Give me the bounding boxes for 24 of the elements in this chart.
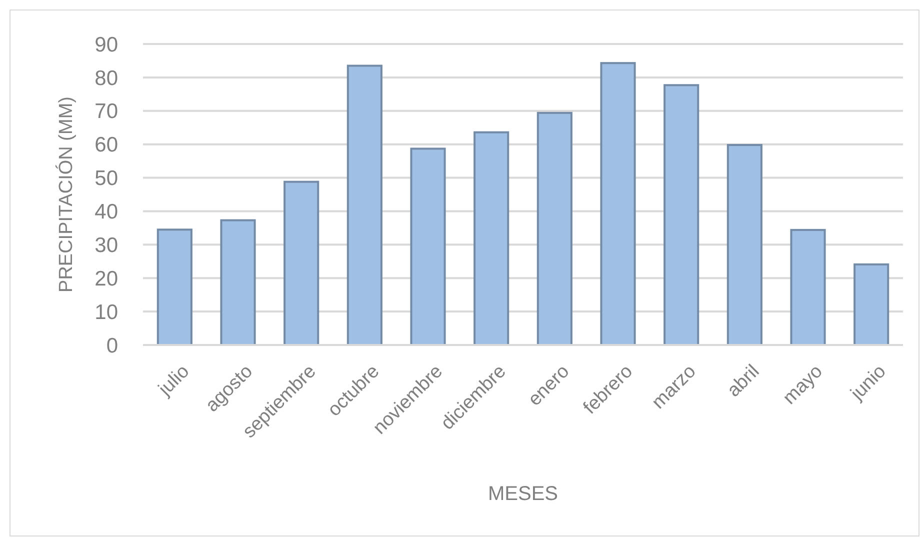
y-tick-label: 50 xyxy=(94,167,118,190)
bar xyxy=(474,131,510,346)
y-axis-title: PRECIPITACIÓN (MM) xyxy=(55,96,77,292)
bar xyxy=(284,180,320,346)
y-tick-label: 20 xyxy=(94,267,118,290)
y-tick-label: 0 xyxy=(106,334,118,358)
bar xyxy=(664,84,700,346)
bar xyxy=(220,219,256,346)
y-tick-label: 40 xyxy=(94,200,118,224)
y-tick-label: 10 xyxy=(94,300,118,324)
bar xyxy=(790,228,826,346)
bar xyxy=(346,64,382,346)
y-tick-label: 90 xyxy=(94,33,118,56)
bar xyxy=(726,144,762,346)
y-tick-label: 30 xyxy=(94,234,118,258)
y-tick-label: 80 xyxy=(94,66,118,90)
bar xyxy=(156,228,192,346)
y-tick-label: 70 xyxy=(94,100,118,124)
x-axis-title: MESES xyxy=(488,483,558,505)
bar xyxy=(600,62,636,346)
bar xyxy=(854,263,890,346)
bar xyxy=(536,112,572,346)
y-tick-label: 60 xyxy=(94,134,118,157)
bar xyxy=(410,148,446,346)
